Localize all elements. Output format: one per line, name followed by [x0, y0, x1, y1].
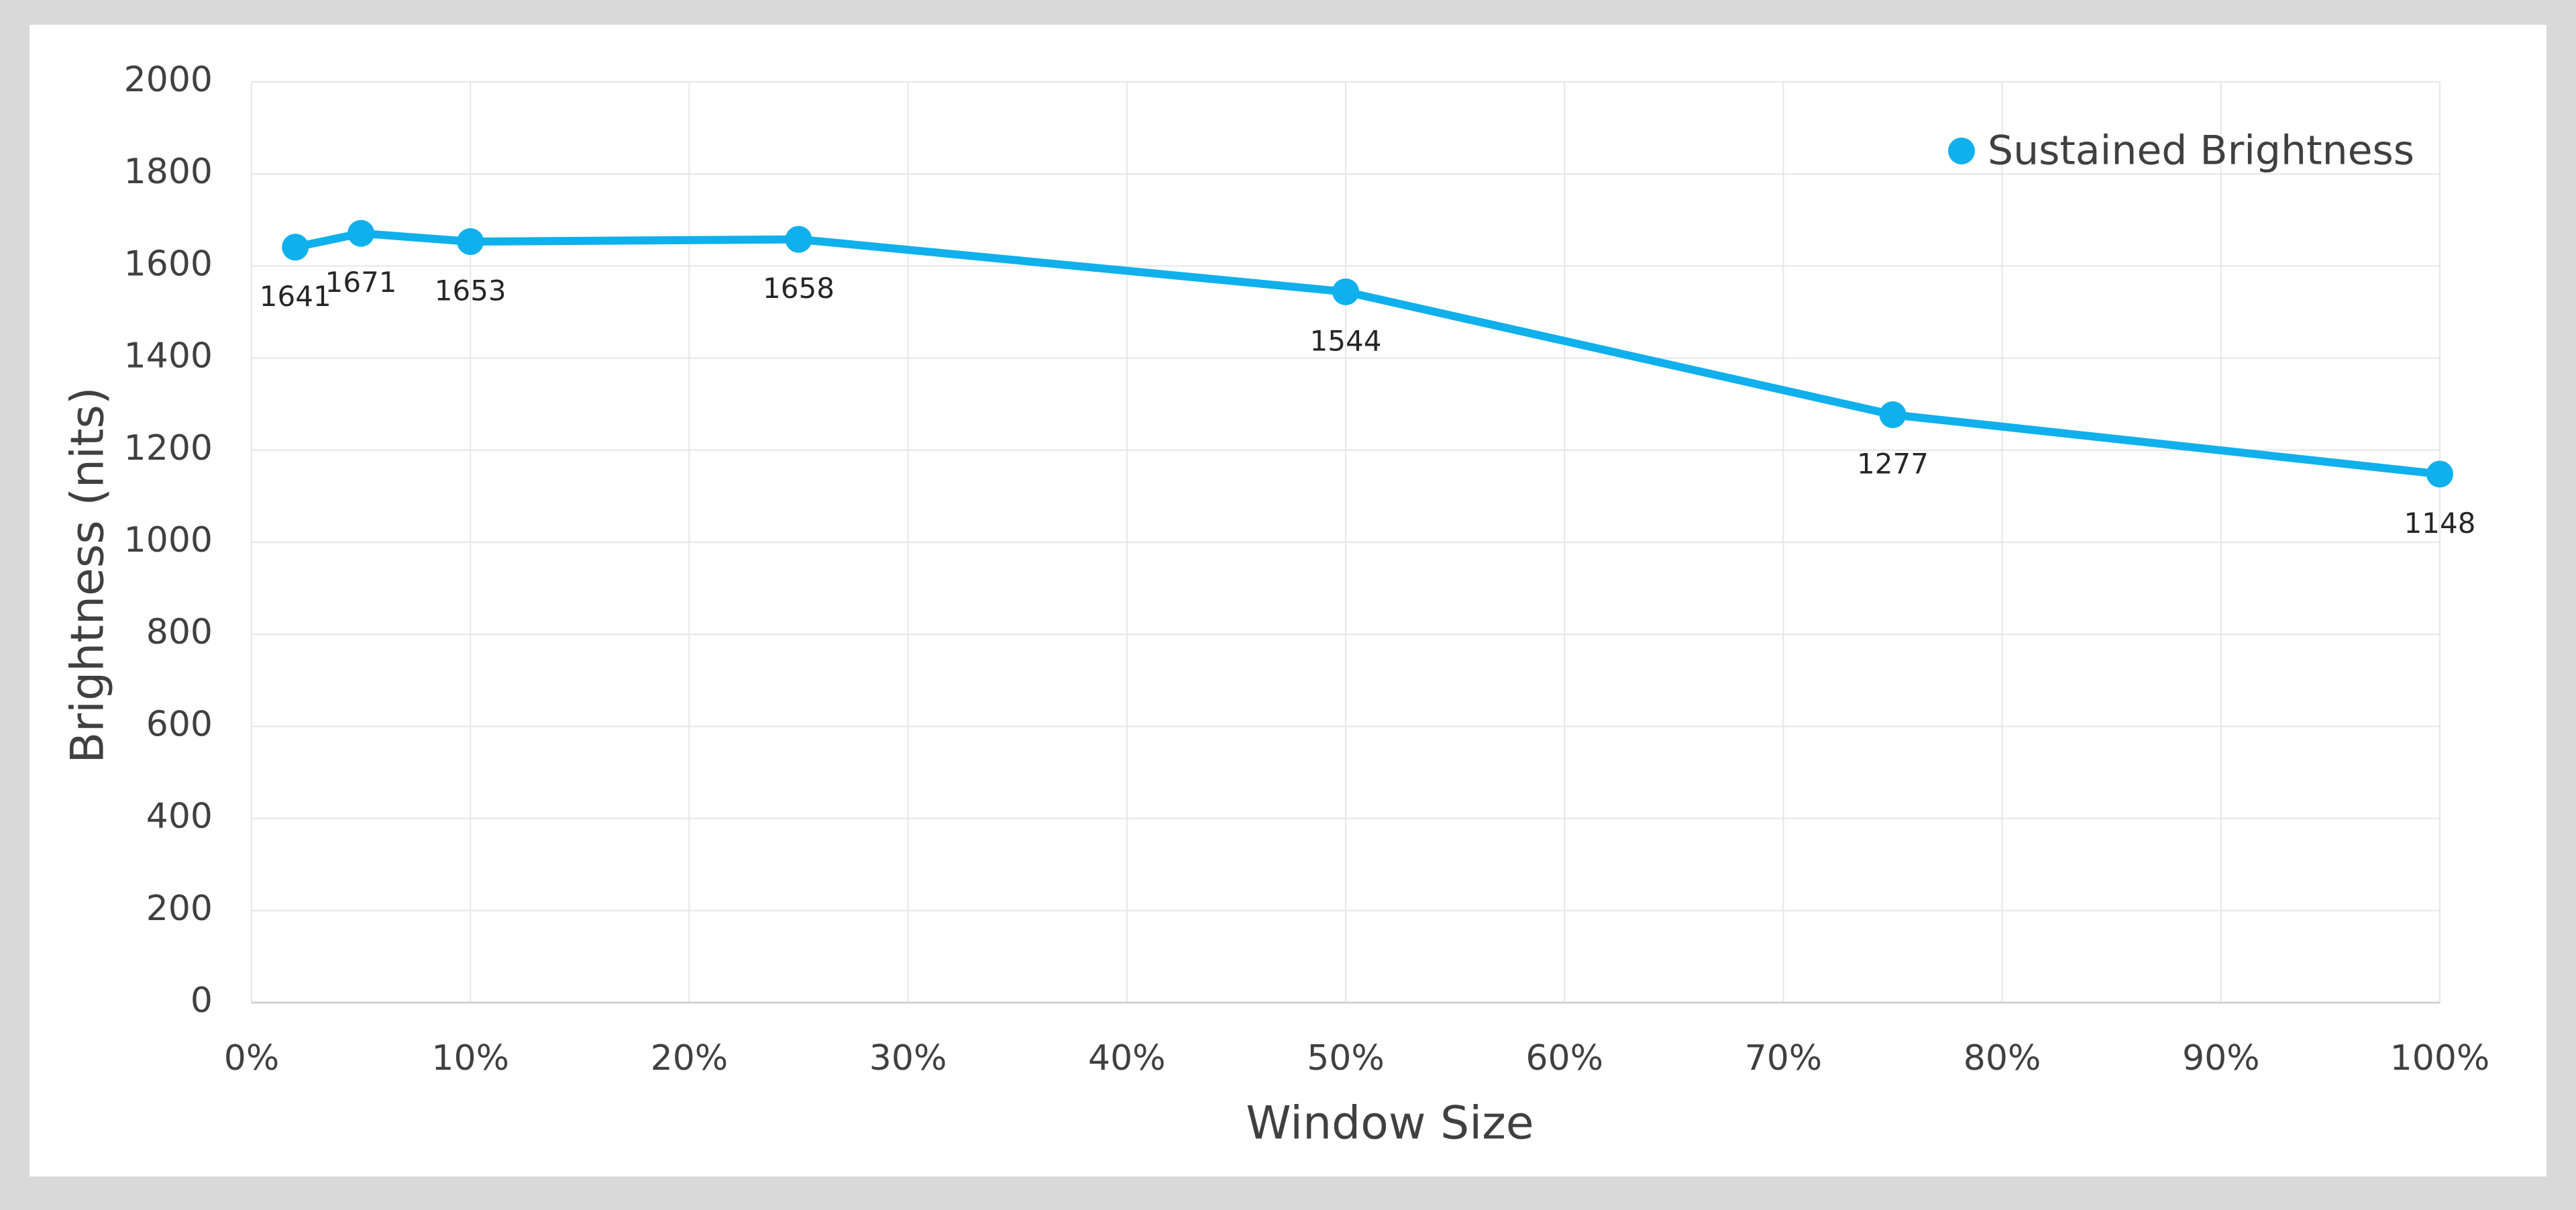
- data-label: 1671: [325, 266, 397, 299]
- x-tick-label: 10%: [431, 1038, 509, 1078]
- y-tick-label: 1400: [124, 336, 213, 376]
- x-tick-label: 90%: [2182, 1038, 2260, 1078]
- data-label: 1544: [1310, 324, 1382, 357]
- x-tick-label: 100%: [2390, 1038, 2490, 1078]
- y-tick-label: 400: [146, 797, 213, 837]
- data-label: 1658: [763, 272, 835, 305]
- data-label: 1653: [435, 274, 506, 307]
- y-tick-label: 1000: [124, 520, 213, 560]
- y-tick-label: 600: [146, 704, 213, 744]
- legend-label: Sustained Brightness: [1988, 128, 2414, 174]
- y-tick-label: 1600: [124, 244, 213, 284]
- y-axis-title: Brightness (nits): [62, 387, 115, 764]
- legend-marker: [1948, 138, 1975, 164]
- y-tick-label: 0: [191, 980, 213, 1021]
- y-tick-label: 800: [146, 612, 213, 652]
- point: [457, 228, 484, 256]
- point: [1879, 401, 1907, 428]
- point: [347, 219, 375, 247]
- x-tick-label: 40%: [1088, 1038, 1166, 1078]
- data-label: 1148: [2404, 507, 2476, 540]
- x-tick-label: 70%: [1745, 1038, 1823, 1078]
- point: [1332, 278, 1359, 305]
- x-tick-label: 60%: [1525, 1038, 1603, 1078]
- data-label: 1641: [260, 280, 331, 313]
- x-tick-label: 80%: [1964, 1038, 2041, 1078]
- point: [785, 225, 812, 253]
- y-tick-label: 1800: [124, 152, 213, 192]
- x-axis-title: Window Size: [1246, 1097, 1534, 1150]
- data-label: 1277: [1857, 447, 1929, 480]
- x-tick-label: 50%: [1307, 1038, 1385, 1078]
- x-tick-label: 30%: [869, 1038, 947, 1078]
- point: [282, 234, 309, 261]
- y-tick-label: 1200: [124, 428, 213, 468]
- y-tick-label: 200: [146, 889, 213, 929]
- x-tick-label: 20%: [651, 1038, 729, 1078]
- chart-panel: [30, 25, 2546, 1176]
- y-tick-label: 2000: [124, 60, 213, 100]
- point: [2426, 460, 2453, 488]
- x-tick-label: 0%: [224, 1038, 280, 1078]
